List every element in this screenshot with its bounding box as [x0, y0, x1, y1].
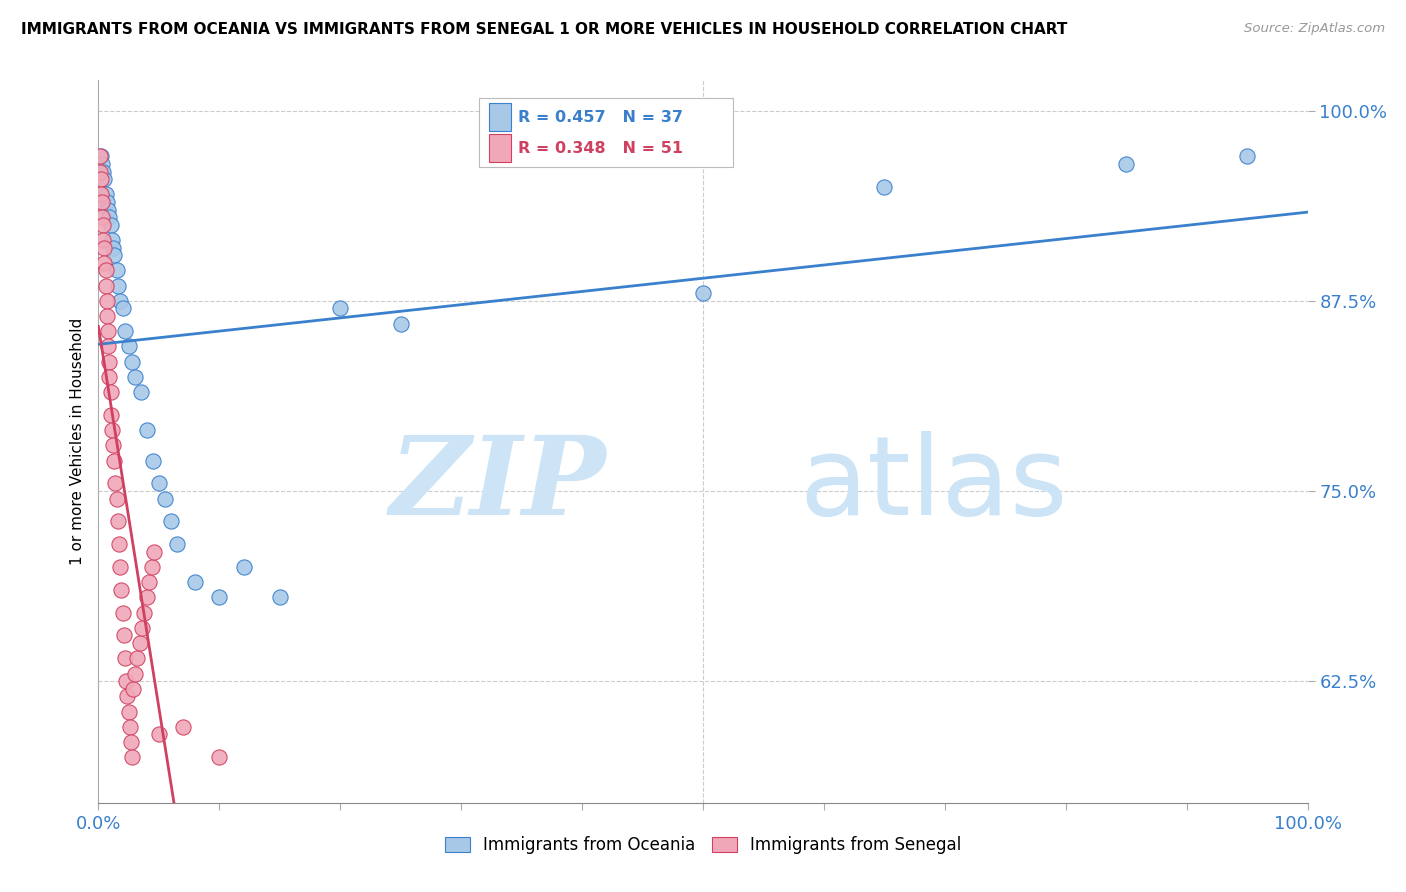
Bar — [479, 98, 734, 167]
Point — [124, 370, 146, 384]
Text: IMMIGRANTS FROM OCEANIA VS IMMIGRANTS FROM SENEGAL 1 OR MORE VEHICLES IN HOUSEHO: IMMIGRANTS FROM OCEANIA VS IMMIGRANTS FR… — [21, 22, 1067, 37]
Point — [114, 324, 136, 338]
Point — [142, 453, 165, 467]
Text: Source: ZipAtlas.com: Source: ZipAtlas.com — [1244, 22, 1385, 36]
Point — [148, 727, 170, 741]
Point — [98, 210, 121, 224]
Point — [90, 187, 112, 202]
Point — [208, 750, 231, 764]
Point — [91, 233, 114, 247]
Point — [1115, 157, 1137, 171]
Y-axis label: 1 or more Vehicles in Household: 1 or more Vehicles in Household — [69, 318, 84, 566]
Point — [135, 423, 157, 437]
Point — [105, 263, 128, 277]
Point — [115, 674, 138, 689]
Point — [96, 309, 118, 323]
Point — [93, 172, 115, 186]
Text: R = 0.457   N = 37: R = 0.457 N = 37 — [517, 110, 683, 125]
Point — [118, 339, 141, 353]
Point — [127, 651, 149, 665]
Point — [107, 278, 129, 293]
Point — [91, 218, 114, 232]
Point — [117, 690, 139, 704]
Point — [103, 248, 125, 262]
Point — [389, 317, 412, 331]
Point — [89, 149, 111, 163]
Point — [100, 408, 122, 422]
Point — [329, 301, 352, 316]
Point — [103, 453, 125, 467]
Point — [98, 354, 121, 368]
Point — [232, 560, 254, 574]
Point — [91, 194, 114, 209]
Point — [101, 241, 124, 255]
Point — [135, 591, 157, 605]
Point — [100, 233, 122, 247]
Point — [111, 606, 134, 620]
Point — [105, 491, 128, 506]
Point — [112, 628, 135, 642]
Point — [141, 560, 163, 574]
Point — [128, 636, 150, 650]
Point — [91, 210, 114, 224]
Point — [118, 720, 141, 734]
Point — [104, 476, 127, 491]
Text: atlas: atlas — [800, 432, 1069, 539]
Point — [166, 537, 188, 551]
Point — [97, 324, 120, 338]
Text: ZIP: ZIP — [389, 431, 606, 539]
Point — [93, 241, 115, 255]
Point — [129, 385, 152, 400]
Point — [143, 545, 166, 559]
Point — [114, 651, 136, 665]
Point — [98, 370, 121, 384]
Point — [120, 735, 142, 749]
Text: R = 0.348   N = 51: R = 0.348 N = 51 — [517, 141, 683, 156]
Point — [160, 515, 183, 529]
Point — [94, 278, 117, 293]
Point — [100, 218, 122, 232]
Point — [108, 293, 131, 308]
Point — [121, 750, 143, 764]
Point — [269, 591, 291, 605]
Point — [94, 263, 117, 277]
Point — [1236, 149, 1258, 163]
Point — [124, 666, 146, 681]
Point — [122, 681, 145, 696]
Point — [873, 179, 896, 194]
Point — [131, 621, 153, 635]
Point — [148, 476, 170, 491]
Point — [138, 575, 160, 590]
Point — [108, 537, 131, 551]
Point — [96, 293, 118, 308]
Point — [91, 164, 114, 178]
Point — [97, 202, 120, 217]
Point — [96, 194, 118, 209]
Point — [108, 560, 131, 574]
Point — [101, 438, 124, 452]
Legend: Immigrants from Oceania, Immigrants from Senegal: Immigrants from Oceania, Immigrants from… — [440, 831, 966, 860]
Point — [97, 339, 120, 353]
Point — [90, 172, 112, 186]
Bar — [489, 135, 510, 162]
Point — [208, 591, 231, 605]
Point — [172, 720, 194, 734]
Point — [93, 256, 115, 270]
Point — [100, 385, 122, 400]
Point — [100, 423, 122, 437]
Point — [134, 606, 156, 620]
Point — [184, 575, 207, 590]
Point — [107, 515, 129, 529]
Bar — [489, 103, 510, 131]
Point — [121, 354, 143, 368]
Point — [91, 157, 114, 171]
Point — [153, 491, 176, 506]
Point — [110, 582, 132, 597]
Point — [89, 164, 111, 178]
Point — [118, 705, 141, 719]
Point — [692, 286, 714, 301]
Point — [90, 149, 112, 163]
Point — [94, 187, 117, 202]
Point — [111, 301, 134, 316]
